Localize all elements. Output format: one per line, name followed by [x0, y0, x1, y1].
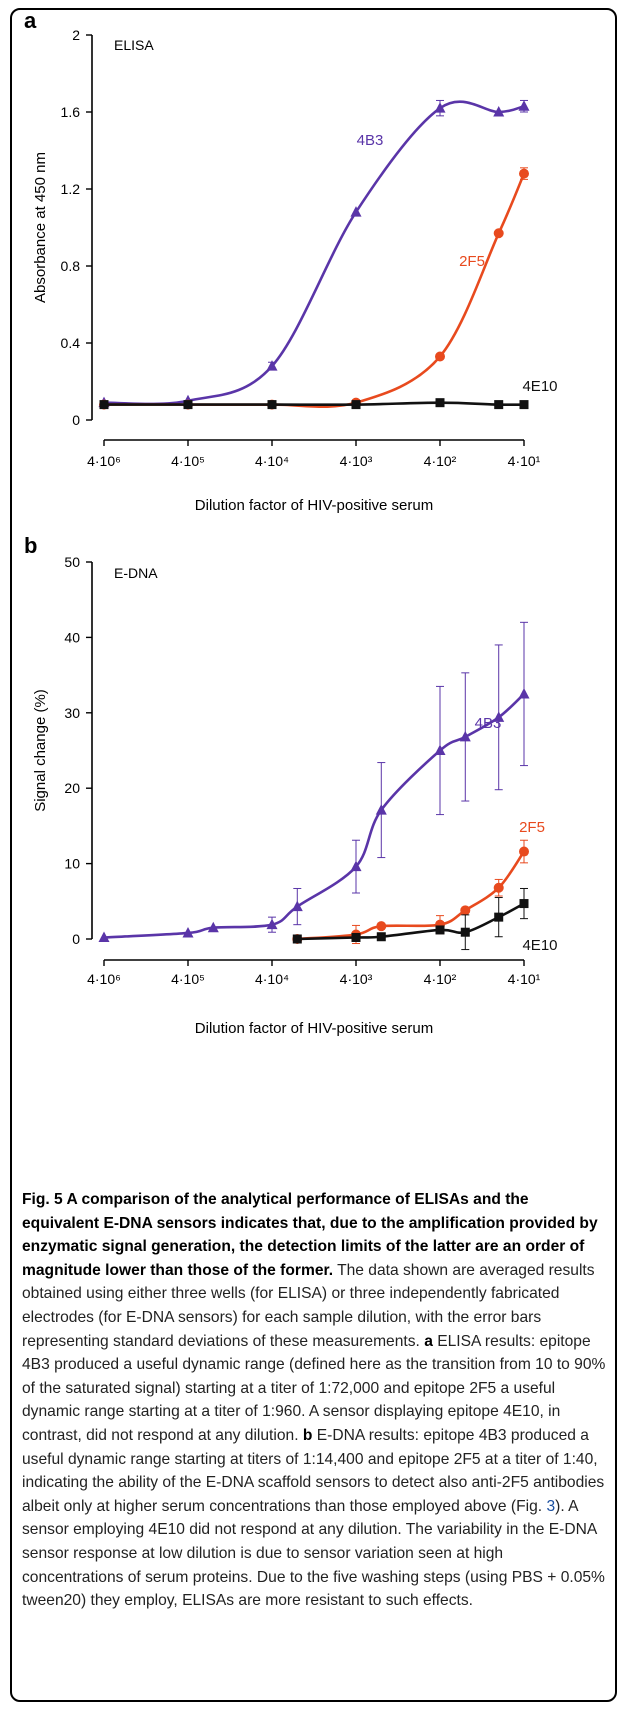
panel-letter-a: a: [24, 8, 37, 33]
chart-title: E-DNA: [114, 565, 158, 581]
y-tick-label: 40: [64, 629, 80, 645]
data-point: [435, 351, 445, 362]
x-tick-label: 4·10⁵: [171, 971, 205, 987]
data-point: [351, 400, 361, 410]
series-label-4e10: 4E10: [522, 378, 557, 395]
data-point: [435, 398, 445, 408]
data-point: [460, 905, 471, 916]
y-tick-label: 2: [72, 27, 80, 43]
data-point: [207, 921, 219, 933]
x-tick-label: 4·10⁶: [87, 453, 121, 469]
y-tick-label: 0.4: [61, 335, 81, 351]
caption-panel-b-text-end: ). A sensor employing 4E10 did not respo…: [22, 1497, 605, 1610]
data-point: [493, 711, 505, 722]
figure-frame: [10, 8, 617, 1702]
data-point: [266, 918, 278, 930]
data-point: [519, 400, 529, 410]
data-point: [292, 934, 302, 944]
caption-title: Fig. 5 A comparison of the analytical pe…: [22, 1191, 598, 1279]
y-tick-label: 50: [64, 554, 80, 570]
y-tick-label: 0.8: [61, 258, 81, 274]
fit-curve-2f5: [103, 173, 526, 409]
series-label-4b3: 4B3: [357, 132, 384, 149]
y-tick-label: 0: [72, 931, 80, 947]
data-point: [375, 804, 387, 815]
data-point: [494, 912, 504, 922]
x-tick-label: 4·10²: [424, 453, 457, 469]
x-tick-label: 4·10⁴: [255, 453, 289, 469]
data-point: [266, 360, 278, 371]
y-tick-label: 1.6: [61, 104, 81, 120]
data-point: [182, 926, 194, 938]
y-tick-label: 10: [64, 856, 80, 872]
series-4e10: [292, 887, 529, 951]
data-point: [98, 931, 110, 942]
y-axis-label: Signal change (%): [32, 689, 49, 812]
data-point: [99, 400, 109, 410]
series-label-4b3: 4B3: [475, 715, 502, 732]
caption-panel-a-label: a: [424, 1332, 433, 1350]
data-point: [183, 400, 193, 410]
data-point: [376, 921, 387, 932]
y-axis-label: Absorbance at 450 nm: [32, 152, 49, 303]
y-tick-label: 1.2: [61, 181, 81, 197]
caption-panel-a-text: ELISA results: epitope 4B3 produced a us…: [22, 1332, 606, 1444]
data-point: [376, 932, 386, 942]
data-point: [350, 860, 362, 872]
fit-curve-2f5: [297, 850, 526, 941]
y-tick-label: 0: [72, 412, 80, 428]
data-point: [434, 744, 446, 755]
fit-curve-4b3: [103, 692, 525, 939]
figure-charts: a ELISA 0 0.4 0.8 1.2 1.6 2 Absorbance at 450 nm…: [24, 8, 558, 1037]
data-point: [493, 106, 505, 117]
data-point: [350, 206, 362, 217]
data-point: [435, 925, 445, 935]
data-point: [434, 102, 446, 113]
series-2f5: [99, 167, 529, 410]
data-point: [459, 730, 471, 742]
data-point: [519, 168, 529, 179]
caption-panel-b-text: E-DNA results: epitope 4B3 produced a us…: [22, 1426, 605, 1515]
x-tick-label: 4·10²: [424, 971, 457, 987]
series-2f5: [292, 839, 529, 945]
x-tick-label: 4·10⁵: [171, 453, 205, 469]
data-point: [518, 687, 530, 699]
series-label-4e10: 4E10: [522, 937, 557, 954]
data-point: [518, 100, 530, 111]
x-tick-label: 4·10⁶: [87, 971, 121, 987]
series-label-2f5: 2F5: [519, 819, 545, 836]
x-axis-label: Dilution factor of HIV-positive serum: [195, 497, 433, 514]
panel-letter-b: b: [24, 533, 37, 558]
y-tick-label: 20: [64, 780, 80, 796]
y-tick-label: 30: [64, 705, 80, 721]
data-point: [494, 400, 504, 410]
x-tick-label: 4·10⁴: [255, 971, 289, 987]
data-point: [493, 882, 504, 893]
series-4e10: [99, 398, 529, 410]
data-point: [351, 932, 361, 942]
x-tick-label: 4·10³: [340, 453, 373, 469]
data-point: [519, 899, 529, 909]
x-tick-label: 4·10¹: [508, 453, 541, 469]
fit-curve-4e10: [297, 902, 525, 941]
x-tick-label: 4·10³: [340, 971, 373, 987]
caption-panel-b-label: b: [302, 1426, 313, 1444]
chart-title: ELISA: [114, 37, 154, 53]
caption-body: The data shown are averaged results obta…: [22, 1261, 595, 1350]
data-point: [493, 228, 504, 239]
caption-figure-link[interactable]: 3: [546, 1497, 556, 1515]
data-point: [460, 927, 470, 937]
series-4b3: [98, 621, 530, 942]
figure-caption: Fig. 5 A comparison of the analytical pe…: [22, 1188, 608, 1613]
x-axis-label: Dilution factor of HIV-positive serum: [195, 1020, 433, 1037]
data-point: [291, 900, 303, 912]
x-tick-label: 4·10¹: [508, 971, 541, 987]
series-label-2f5: 2F5: [459, 253, 485, 270]
data-point: [267, 400, 277, 410]
data-point: [519, 846, 529, 857]
